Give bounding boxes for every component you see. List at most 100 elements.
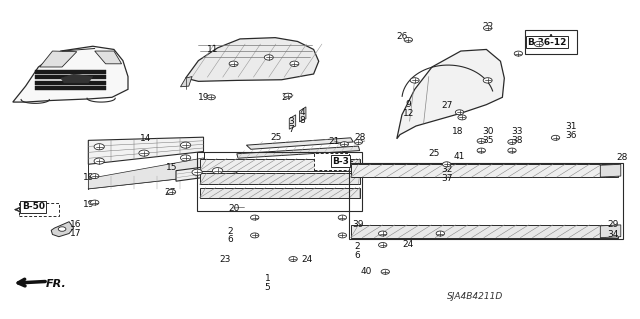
Text: 3: 3 bbox=[289, 117, 294, 126]
Polygon shape bbox=[51, 222, 74, 237]
Ellipse shape bbox=[355, 139, 363, 145]
Text: 31: 31 bbox=[565, 122, 577, 130]
Text: B-36-12: B-36-12 bbox=[527, 38, 567, 47]
Text: 2: 2 bbox=[355, 242, 360, 251]
Bar bbox=[200, 159, 360, 171]
Ellipse shape bbox=[378, 231, 387, 236]
Ellipse shape bbox=[508, 148, 516, 153]
Ellipse shape bbox=[483, 78, 492, 83]
Ellipse shape bbox=[284, 93, 292, 98]
Text: 40: 40 bbox=[360, 267, 372, 276]
Ellipse shape bbox=[340, 142, 349, 147]
Text: 28: 28 bbox=[354, 133, 365, 142]
Text: FR.: FR. bbox=[46, 279, 67, 289]
Bar bbox=[35, 70, 106, 74]
Text: 9: 9 bbox=[406, 100, 411, 109]
Ellipse shape bbox=[455, 110, 463, 115]
Text: 15: 15 bbox=[166, 163, 177, 172]
Polygon shape bbox=[186, 38, 319, 81]
Ellipse shape bbox=[378, 242, 387, 248]
Text: 41: 41 bbox=[454, 152, 465, 161]
Ellipse shape bbox=[91, 174, 99, 179]
Ellipse shape bbox=[180, 142, 191, 148]
Ellipse shape bbox=[289, 256, 298, 262]
Bar bbox=[314, 153, 349, 170]
Text: 28: 28 bbox=[616, 153, 628, 162]
Ellipse shape bbox=[264, 55, 273, 60]
Bar bbox=[351, 225, 618, 238]
Text: 33: 33 bbox=[511, 127, 523, 136]
Text: 6: 6 bbox=[228, 235, 233, 244]
Ellipse shape bbox=[290, 61, 299, 66]
Bar bbox=[197, 152, 362, 211]
Polygon shape bbox=[237, 146, 360, 158]
Bar bbox=[200, 188, 360, 198]
Ellipse shape bbox=[94, 144, 104, 150]
Ellipse shape bbox=[404, 37, 413, 42]
Text: 12: 12 bbox=[403, 109, 414, 118]
Text: 18: 18 bbox=[452, 127, 463, 136]
Text: 22: 22 bbox=[482, 22, 493, 31]
Bar bbox=[351, 164, 618, 177]
Text: 36: 36 bbox=[565, 131, 577, 140]
Text: 27: 27 bbox=[164, 189, 175, 197]
Ellipse shape bbox=[508, 139, 516, 145]
Polygon shape bbox=[88, 137, 204, 164]
Bar bbox=[349, 163, 623, 239]
Text: 25: 25 bbox=[428, 149, 440, 158]
Text: 19: 19 bbox=[198, 93, 209, 102]
Text: 30: 30 bbox=[482, 127, 493, 136]
Bar bbox=[19, 203, 59, 216]
Text: 4: 4 bbox=[300, 108, 305, 117]
Text: 25: 25 bbox=[271, 133, 282, 142]
Text: 35: 35 bbox=[482, 137, 493, 145]
Text: 1: 1 bbox=[265, 274, 270, 283]
Text: 7: 7 bbox=[289, 125, 294, 134]
Text: 8: 8 bbox=[300, 116, 305, 125]
Text: SJA4B4211D: SJA4B4211D bbox=[447, 292, 503, 300]
Ellipse shape bbox=[251, 233, 259, 238]
Ellipse shape bbox=[339, 215, 347, 220]
Ellipse shape bbox=[229, 61, 238, 66]
Text: 24: 24 bbox=[403, 241, 414, 249]
Text: 19: 19 bbox=[83, 200, 94, 209]
Ellipse shape bbox=[251, 215, 259, 220]
Text: 17: 17 bbox=[70, 229, 81, 238]
Text: 19: 19 bbox=[83, 173, 94, 182]
Text: 21: 21 bbox=[328, 137, 340, 146]
Ellipse shape bbox=[94, 158, 104, 164]
Ellipse shape bbox=[552, 135, 559, 140]
Polygon shape bbox=[600, 225, 621, 238]
Bar bbox=[35, 75, 106, 79]
Text: 24: 24 bbox=[301, 256, 313, 264]
Polygon shape bbox=[300, 107, 306, 122]
Ellipse shape bbox=[484, 26, 492, 31]
Polygon shape bbox=[95, 51, 122, 64]
Polygon shape bbox=[88, 158, 204, 189]
Text: 34: 34 bbox=[607, 230, 619, 239]
Polygon shape bbox=[176, 163, 237, 181]
Text: 27: 27 bbox=[281, 93, 292, 102]
Bar bbox=[525, 30, 577, 54]
Ellipse shape bbox=[192, 169, 202, 175]
Text: 5: 5 bbox=[265, 283, 270, 292]
Ellipse shape bbox=[477, 148, 486, 153]
Ellipse shape bbox=[168, 189, 175, 195]
Ellipse shape bbox=[515, 51, 523, 56]
Text: 39: 39 bbox=[353, 220, 364, 229]
Text: 26: 26 bbox=[396, 32, 408, 41]
Polygon shape bbox=[40, 51, 77, 67]
Ellipse shape bbox=[534, 41, 543, 47]
Ellipse shape bbox=[477, 138, 486, 144]
Ellipse shape bbox=[212, 167, 223, 174]
Polygon shape bbox=[61, 74, 93, 83]
Text: 37: 37 bbox=[441, 174, 452, 183]
Polygon shape bbox=[600, 164, 621, 177]
Ellipse shape bbox=[410, 78, 419, 83]
Text: 6: 6 bbox=[355, 251, 360, 260]
Text: 38: 38 bbox=[511, 137, 523, 145]
Text: 23: 23 bbox=[220, 256, 231, 264]
Ellipse shape bbox=[339, 233, 347, 238]
Ellipse shape bbox=[458, 115, 466, 120]
Text: 16: 16 bbox=[70, 220, 81, 229]
